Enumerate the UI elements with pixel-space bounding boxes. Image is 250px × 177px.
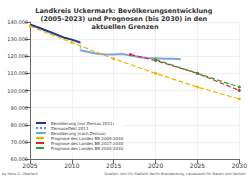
svg-text:2020: 2020	[148, 162, 163, 169]
svg-text:90.000: 90.000	[11, 105, 29, 111]
svg-text:aktuellen Grenzen: aktuellen Grenzen	[91, 23, 158, 31]
svg-text:Prognose des Landes BB 2017-20: Prognose des Landes BB 2017-2030	[51, 140, 124, 146]
svg-text:Prognose des Landes BB 2005-20: Prognose des Landes BB 2005-2030	[51, 135, 124, 141]
svg-text:by Hans G. Oberlack: by Hans G. Oberlack	[2, 172, 39, 176]
svg-text:70.000: 70.000	[11, 139, 29, 145]
svg-text:140.000: 140.000	[7, 19, 28, 25]
svg-text:100.000: 100.000	[7, 88, 28, 94]
svg-text:(2005-2023) und Prognosen (bis: (2005-2023) und Prognosen (bis 2030) in …	[41, 15, 210, 23]
svg-text:60.000: 60.000	[10, 156, 28, 162]
svg-text:2005: 2005	[22, 162, 37, 169]
svg-text:Bevölkerung (vor Zensus 2011): Bevölkerung (vor Zensus 2011)	[51, 120, 114, 126]
svg-text:120.000: 120.000	[7, 53, 28, 59]
svg-text:2030: 2030	[232, 162, 247, 169]
svg-text:130.000: 130.000	[7, 36, 28, 42]
svg-text:2025: 2025	[190, 162, 205, 169]
svg-text:Prognose des Landes BB 2020-20: Prognose des Landes BB 2020-2030	[51, 146, 124, 151]
svg-text:Landkreis Uckermark: Bevölkeru: Landkreis Uckermark: Bevölkerungsentwick…	[35, 7, 214, 15]
svg-text:Zensuseffekt 2011: Zensuseffekt 2011	[51, 125, 89, 131]
svg-text:80.000: 80.000	[11, 122, 29, 128]
svg-text:110.000: 110.000	[7, 70, 28, 76]
svg-text:Bevölkerung (nach Zensus): Bevölkerung (nach Zensus)	[51, 130, 106, 136]
svg-text:2010: 2010	[64, 162, 79, 169]
svg-text:Quellen: Amt für Statistik Ber: Quellen: Amt für Statistik Berlin-Brande…	[104, 172, 246, 176]
svg-text:2015: 2015	[106, 162, 121, 169]
